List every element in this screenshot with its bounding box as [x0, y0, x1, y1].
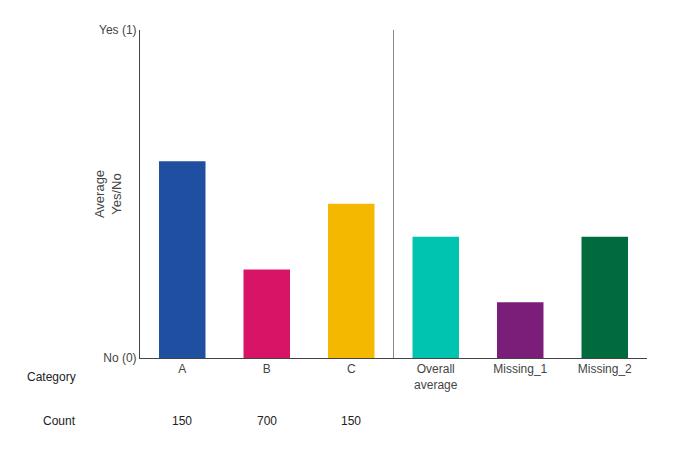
svg-text:Missing_2: Missing_2 — [578, 362, 632, 376]
svg-text:AverageYes/No: AverageYes/No — [92, 170, 124, 218]
svg-text:C: C — [347, 362, 356, 376]
svg-text:Missing_1: Missing_1 — [493, 362, 547, 376]
svg-text:B: B — [263, 362, 271, 376]
svg-text:Yes (1): Yes (1) — [99, 23, 137, 37]
svg-text:No (0): No (0) — [103, 351, 136, 365]
svg-text:Overallaverage: Overallaverage — [414, 362, 458, 392]
svg-text:150: 150 — [341, 414, 361, 428]
svg-text:A: A — [178, 362, 186, 376]
svg-text:150: 150 — [172, 414, 192, 428]
svg-text:700: 700 — [257, 414, 277, 428]
svg-text:Category: Category — [27, 370, 76, 384]
svg-text:Count: Count — [43, 414, 76, 428]
